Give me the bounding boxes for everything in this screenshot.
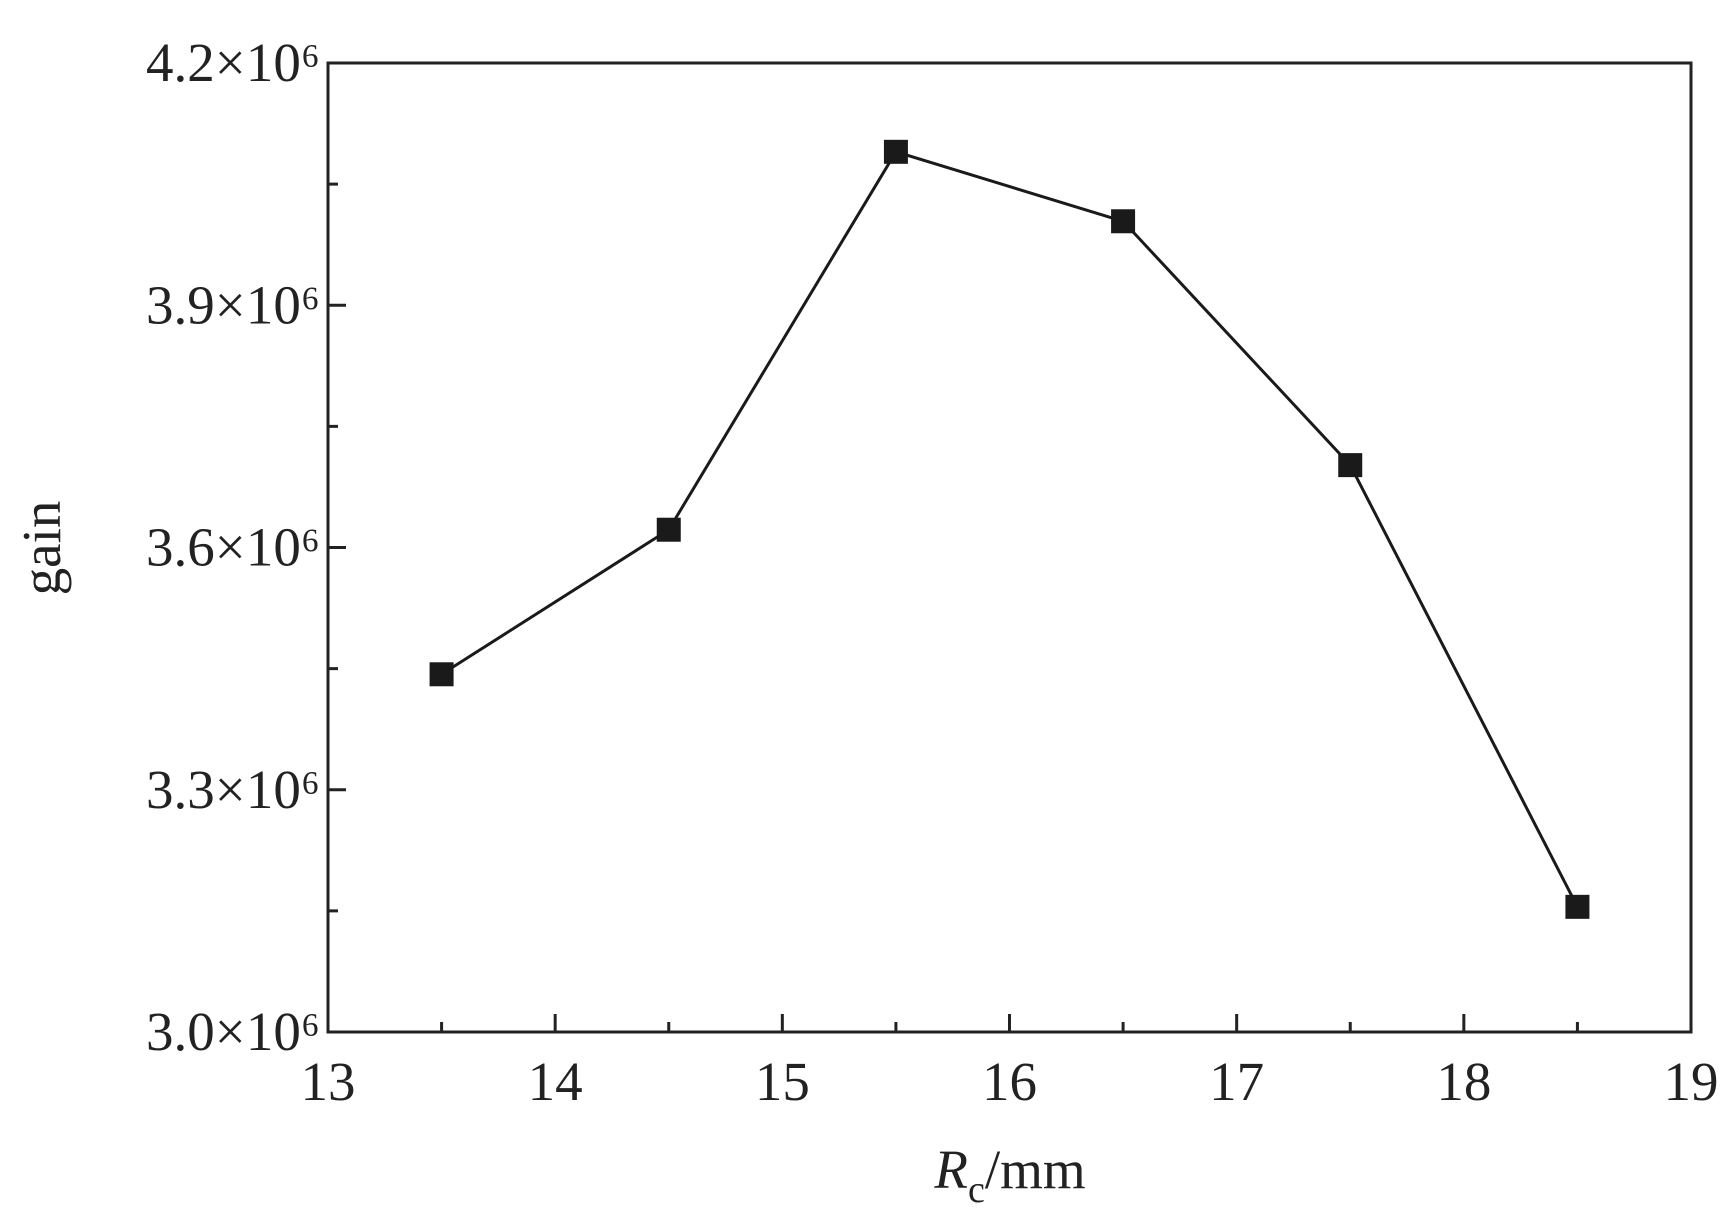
point-marker [429, 662, 454, 687]
series-line [440, 150, 1579, 908]
y-tick-label: 4.2×10⁶ [146, 32, 320, 93]
y-tick-label: 3.6×10⁶ [146, 517, 320, 578]
y-tick-label: 3.3×10⁶ [146, 759, 320, 820]
y-tick-label: 3.9×10⁶ [146, 274, 320, 335]
y-axis-label: gain [11, 501, 72, 596]
x-tick-label: 19 [1664, 1051, 1719, 1112]
x-tick-label: 17 [1209, 1051, 1264, 1112]
x-label-symbol: R [933, 1139, 968, 1200]
point-marker [1565, 894, 1590, 919]
x-label-subscript: c [968, 1169, 985, 1211]
point-marker [1338, 453, 1363, 478]
x-tick-label: 13 [301, 1051, 356, 1112]
x-axis-label: Rc/mm [933, 1139, 1085, 1211]
x-tick-label: 18 [1436, 1051, 1491, 1112]
x-tick-label: 14 [528, 1051, 583, 1112]
y-tick-label: 3.0×10⁶ [146, 1001, 320, 1062]
x-tick-label: 15 [755, 1051, 810, 1112]
point-marker [883, 139, 908, 164]
x-label-unit: /mm [985, 1139, 1086, 1200]
plot-frame [326, 61, 1693, 1034]
point-marker [1111, 209, 1136, 234]
point-marker [656, 517, 681, 542]
x-tick-label: 16 [982, 1051, 1037, 1112]
